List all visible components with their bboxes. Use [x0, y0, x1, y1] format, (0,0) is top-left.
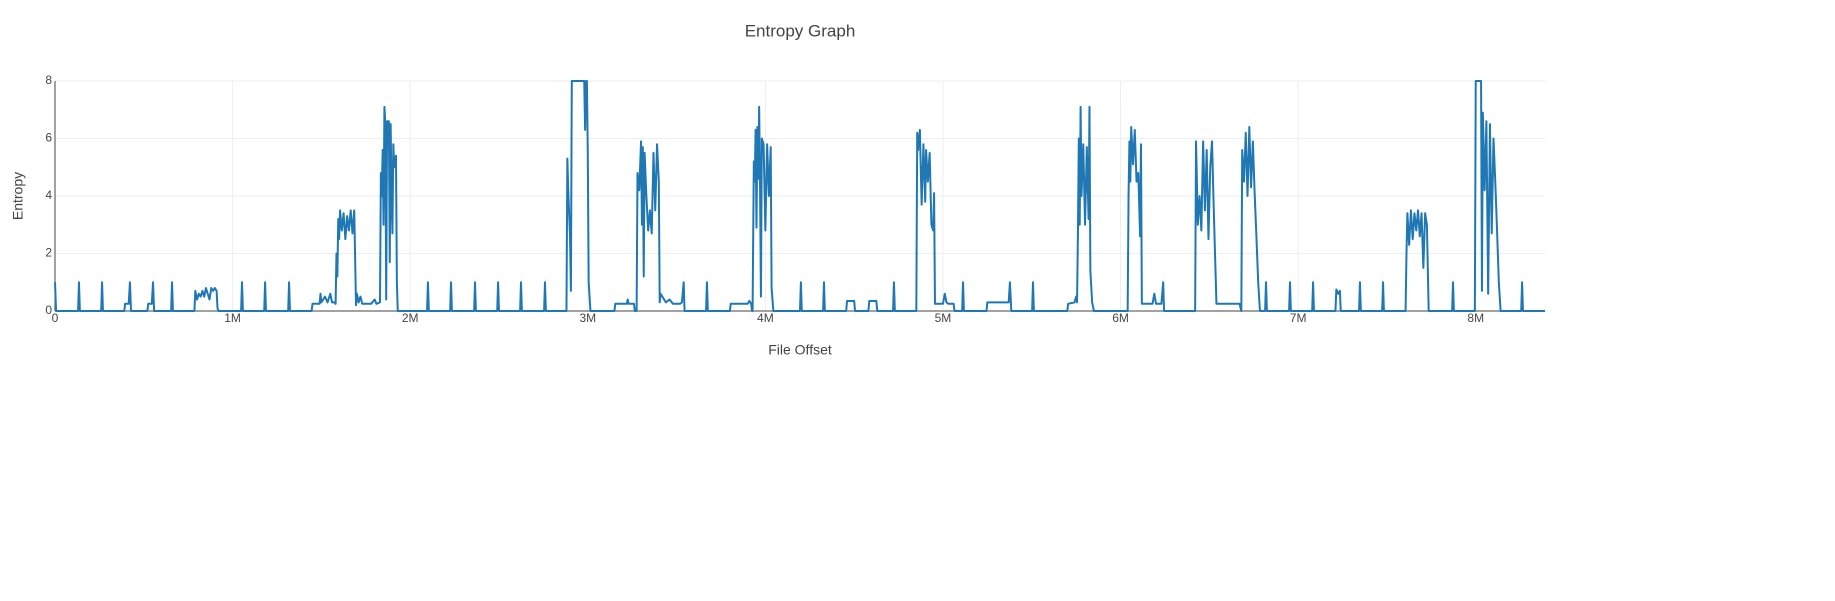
grid: 0 2 4 6 8 0 1M 2M 3M 4M 5M 6M 7M 8M	[45, 73, 1545, 325]
y-tick-label: 6	[45, 131, 52, 145]
y-axis-title: Entropy	[10, 172, 26, 220]
x-tick-label: 1M	[224, 311, 241, 325]
x-tick-label: 2M	[402, 311, 419, 325]
y-tick-label: 2	[45, 246, 52, 260]
y-tick-label: 0	[45, 303, 52, 317]
y-tick-label: 8	[45, 73, 52, 87]
x-tick-label: 4M	[757, 311, 774, 325]
x-tick-label: 5M	[935, 311, 952, 325]
x-tick-label: 6M	[1112, 311, 1129, 325]
x-tick-label: 0	[52, 311, 59, 325]
x-axis-title: File Offset	[768, 342, 832, 358]
x-tick-label: 3M	[579, 311, 596, 325]
y-tick-label: 4	[45, 188, 52, 202]
x-tick-label: 8M	[1467, 311, 1484, 325]
chart-title: Entropy Graph	[745, 21, 856, 40]
plot-area	[54, 80, 1545, 312]
entropy-line	[54, 80, 1545, 312]
x-tick-label: 7M	[1290, 311, 1307, 325]
